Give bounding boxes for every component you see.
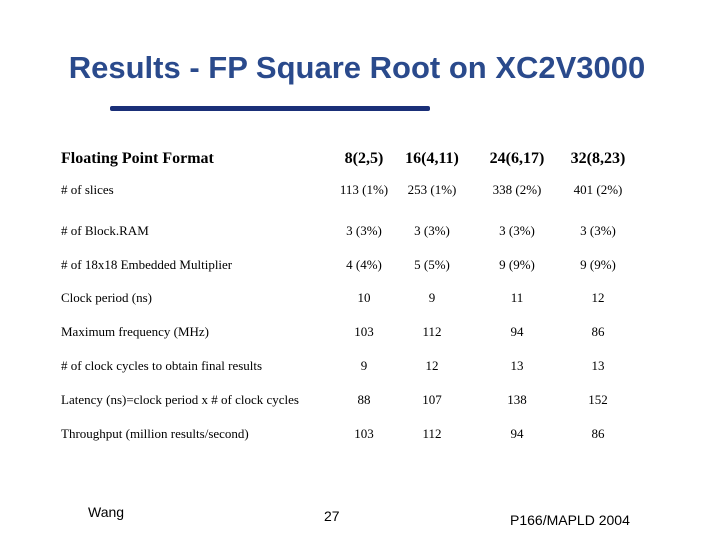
table-cell: 113 (1%) (339, 182, 389, 197)
slide-title: Results - FP Square Root on XC2V3000 (68, 50, 646, 85)
footer-author: Wang (88, 504, 125, 520)
header-cell: 24(6,17) (489, 150, 545, 167)
row-label: Throughput (million results/second) (61, 426, 249, 441)
table-cell: 103 (354, 324, 374, 339)
table-cell: 338 (2%) (492, 182, 542, 197)
table-cell: 10 (357, 290, 371, 305)
table-cell: 13 (591, 358, 605, 373)
table-cell: 12 (591, 290, 605, 305)
row-label: # of 18x18 Embedded Multiplier (61, 257, 233, 272)
table-cell: 94 (510, 324, 524, 339)
table-cell: 94 (510, 426, 524, 441)
table-cell: 13 (510, 358, 524, 373)
footer-page: 27 (324, 508, 340, 524)
table-cell: 9 (428, 290, 436, 305)
row-label: # of Block.RAM (61, 223, 149, 238)
header-cell: 8(2,5) (344, 150, 384, 167)
table-cell: 5 (5%) (414, 257, 450, 272)
table-cell: 4 (4%) (346, 257, 382, 272)
table-cell: 112 (422, 426, 442, 441)
footer-venue: P166/MAPLD 2004 (510, 512, 630, 528)
table-cell: 401 (2%) (573, 182, 623, 197)
table-cell: 103 (354, 426, 374, 441)
table-cell: 107 (422, 392, 442, 407)
table-cell: 88 (357, 392, 371, 407)
table-cell: 3 (3%) (580, 223, 616, 238)
row-label: Latency (ns)=clock period x # of clock c… (61, 392, 299, 407)
table-cell: 12 (425, 358, 439, 373)
table-cell: 9 (9%) (499, 257, 535, 272)
row-label: # of clock cycles to obtain final result… (61, 358, 263, 373)
table-cell: 86 (591, 426, 605, 441)
table-cell: 11 (510, 290, 524, 305)
header-cell: 16(4,11) (405, 150, 459, 167)
table-cell: 138 (507, 392, 527, 407)
table-cell: 3 (3%) (346, 223, 382, 238)
table-cell: 3 (3%) (414, 223, 450, 238)
table-cell: 112 (422, 324, 442, 339)
table-cell: 152 (588, 392, 608, 407)
header-cell: Floating Point Format (61, 150, 214, 167)
row-label: Clock period (ns) (61, 290, 152, 305)
table-cell: 253 (1%) (407, 182, 457, 197)
header-cell: 32(8,23) (570, 150, 626, 167)
table-cell: 3 (3%) (499, 223, 535, 238)
table-cell: 9 (360, 358, 368, 373)
table-cell: 86 (591, 324, 605, 339)
table-cell: 9 (9%) (580, 257, 616, 272)
row-label: Maximum frequency (MHz) (61, 324, 210, 339)
row-label: # of slices (61, 182, 114, 197)
title-underline (110, 106, 430, 111)
